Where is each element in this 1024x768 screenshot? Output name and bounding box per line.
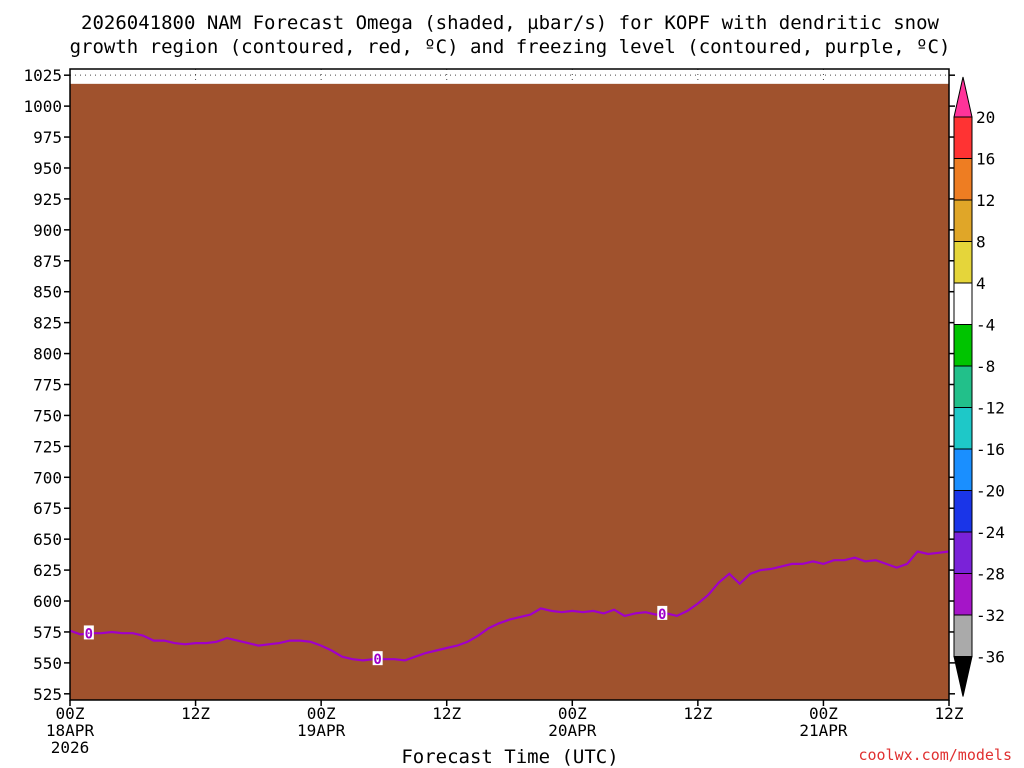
y-tick-label: 875: [33, 252, 62, 271]
y-tick-label: 700: [33, 468, 62, 487]
y-tick-label: 775: [33, 376, 62, 395]
y-tick-label: 575: [33, 623, 62, 642]
x-tick-label: 12Z: [683, 704, 712, 723]
y-tick-label: 850: [33, 283, 62, 302]
colorbar-label: -16: [976, 440, 1005, 459]
x-tick-label: 18APR: [46, 721, 95, 740]
y-axis: 525 550 575 600 625 650 675 700 725 750 775 800 825 8…: [23, 66, 955, 704]
colorbar-label: -20: [976, 482, 1005, 501]
colorbar: 20 16 12 8 4 -4 -8 -12 -16 -20 -24 -28 -32 -36: [953, 76, 1005, 697]
colorbar-segment: [953, 365, 973, 408]
chart-title-line2: growth region (contoured, red, ºC) and f…: [70, 36, 951, 58]
y-tick-label: 525: [33, 685, 62, 704]
colorbar-arrow-top: [953, 76, 973, 118]
y-tick-label: 550: [33, 654, 62, 673]
colorbar-label: -4: [976, 316, 995, 335]
x-tick-label: 19APR: [297, 721, 346, 740]
x-tick-label: 00Z: [307, 704, 336, 723]
colorbar-label: -12: [976, 399, 1005, 418]
colorbar-segment: [953, 448, 973, 491]
y-tick-label: 600: [33, 592, 62, 611]
x-tick-label: 00Z: [56, 704, 85, 723]
freezing-level-layer: 0 0 0: [69, 550, 950, 668]
colorbar-label: -8: [976, 357, 995, 376]
colorbar-label: 16: [976, 150, 995, 169]
y-tick-label: 1025: [23, 66, 62, 85]
y-tick-label: 750: [33, 406, 62, 425]
freezing-level-line: [69, 550, 950, 662]
colorbar-segment: [953, 282, 973, 325]
y-tick-label: 650: [33, 530, 62, 549]
freezing-label-bg-2: [657, 605, 668, 620]
x-tick-label: 12Z: [181, 704, 210, 723]
y-tick-label: 725: [33, 437, 62, 456]
colorbar-label: 12: [976, 191, 995, 210]
colorbar-segment: [953, 241, 973, 284]
y-tick-label: 975: [33, 128, 62, 147]
y-tick-label: 1000: [23, 97, 62, 116]
y-tick-label: 675: [33, 499, 62, 518]
freezing-level-label: 0: [373, 652, 381, 668]
y-tick-label: 625: [33, 561, 62, 580]
colorbar-label: -36: [976, 648, 1005, 667]
colorbar-arrow-bottom: [953, 656, 973, 697]
colorbar-segment: [953, 573, 973, 616]
x-tick-label: 00Z: [809, 704, 838, 723]
x-tick-label: 2026: [51, 738, 90, 757]
colorbar-segment: [953, 324, 973, 367]
colorbar-segment: [953, 531, 973, 574]
credit-text: coolwx.com/models: [858, 746, 1012, 764]
colorbar-segment: [953, 614, 973, 657]
x-tick-label: 00Z: [558, 704, 587, 723]
ground-layer: [70, 83, 949, 701]
colorbar-label: -28: [976, 565, 1005, 584]
colorbar-segment: [953, 407, 973, 450]
colorbar-segment: [953, 199, 973, 242]
colorbar-segment: [953, 158, 973, 201]
freezing-label-bg-1: [372, 651, 383, 666]
x-tick-label: 12Z: [432, 704, 461, 723]
colorbar-label: -24: [976, 523, 1005, 542]
ground-strip: [70, 83, 949, 701]
y-tick-label: 825: [33, 314, 62, 333]
y-tick-label: 800: [33, 345, 62, 364]
chart-title-line1: 2026041800 NAM Forecast Omega (shaded, µ…: [81, 12, 939, 34]
colorbar-segment: [953, 116, 973, 159]
colorbar-label: -32: [976, 606, 1005, 625]
y-tick-label: 900: [33, 221, 62, 240]
freezing-level-label: 0: [658, 607, 666, 623]
colorbar-label: 4: [976, 274, 986, 293]
x-tick-label: 12Z: [935, 704, 964, 723]
freezing-label-bg-0: [83, 625, 94, 640]
colorbar-label: 8: [976, 233, 986, 252]
x-tick-label: 21APR: [799, 721, 848, 740]
y-tick-label: 925: [33, 190, 62, 209]
colorbar-label: 20: [976, 108, 995, 127]
colorbar-segment: [953, 490, 973, 533]
x-axis-label: Forecast Time (UTC): [401, 746, 618, 768]
y-tick-label: 950: [33, 159, 62, 178]
freezing-level-label: 0: [85, 626, 93, 642]
x-tick-label: 20APR: [548, 721, 597, 740]
